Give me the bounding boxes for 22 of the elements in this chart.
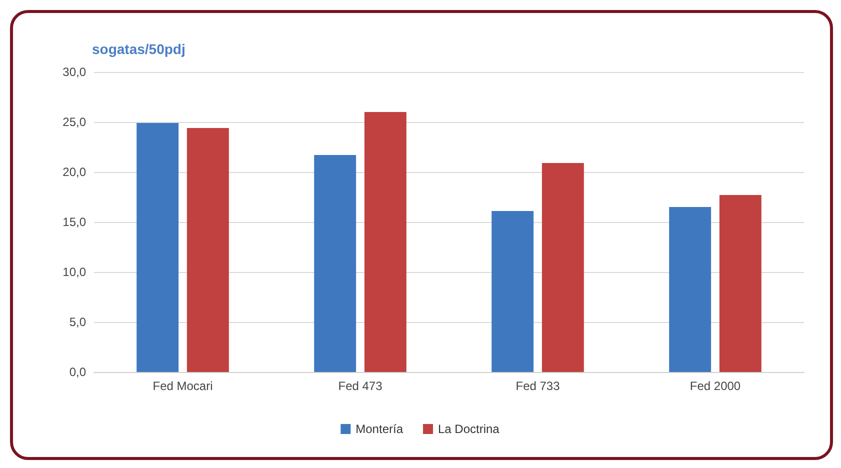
x-tick-label: Fed 733: [516, 379, 560, 393]
y-tick-label: 0,0: [69, 365, 86, 379]
y-tick-label: 10,0: [62, 265, 86, 279]
bar: [542, 163, 584, 372]
bar: [136, 123, 179, 372]
x-tick-label: Fed 473: [338, 379, 383, 393]
legend-label: Montería: [356, 422, 404, 436]
bar: [669, 207, 712, 372]
y-axis-title: sogatas/50pdj: [92, 41, 186, 57]
y-tick-label: 5,0: [69, 315, 86, 329]
y-tick-label: 20,0: [62, 165, 86, 179]
bar: [314, 155, 356, 372]
y-tick-label: 15,0: [62, 215, 86, 229]
legend-label: La Doctrina: [438, 422, 500, 436]
y-tick-label: 25,0: [62, 115, 86, 129]
bar: [186, 128, 229, 372]
x-tick-label: Fed 2000: [690, 379, 741, 393]
y-tick-label: 30,0: [62, 65, 86, 79]
bar: [364, 112, 406, 372]
bar: [719, 195, 762, 372]
bar: [492, 211, 534, 372]
x-tick-label: Fed Mocari: [152, 379, 213, 393]
